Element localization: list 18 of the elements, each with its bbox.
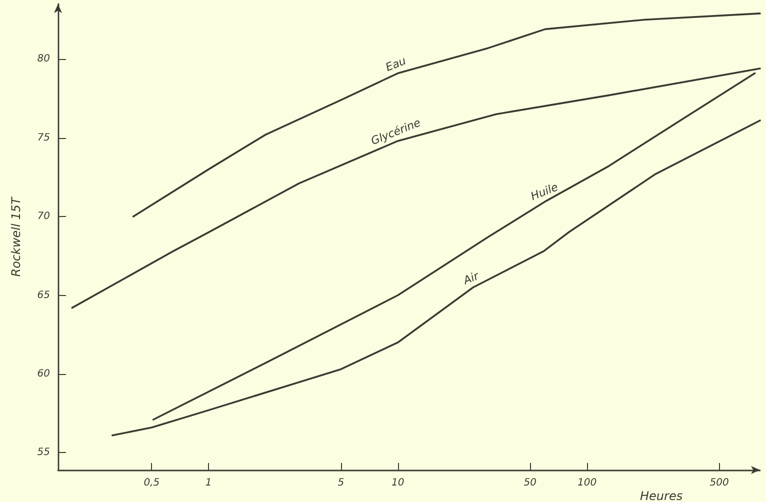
x-tick-label: 10 bbox=[391, 478, 404, 488]
y-tick-label: 55 bbox=[37, 447, 50, 458]
x-tick-label: 50 bbox=[524, 478, 536, 488]
y-tick-label: 70 bbox=[37, 211, 50, 222]
x-tick-label: 5 bbox=[338, 478, 344, 488]
text: Huile bbox=[528, 180, 560, 203]
y-tick-label: 65 bbox=[37, 290, 50, 301]
y-axis-title: Rockwell 15T bbox=[9, 196, 23, 277]
y-tick-label: 80 bbox=[37, 54, 50, 65]
text: Air bbox=[460, 268, 482, 288]
x-tick-label: 500 bbox=[710, 478, 729, 488]
y-tick-label: 75 bbox=[37, 132, 50, 144]
x-tick-label: 1 bbox=[205, 478, 212, 488]
x-axis-title: Heures bbox=[640, 489, 683, 502]
y-tick-label: 60 bbox=[37, 368, 50, 380]
text: Eau bbox=[384, 54, 408, 74]
x-tick-label: 0,5 bbox=[144, 478, 160, 488]
x-tick-label: 100 bbox=[578, 478, 597, 488]
